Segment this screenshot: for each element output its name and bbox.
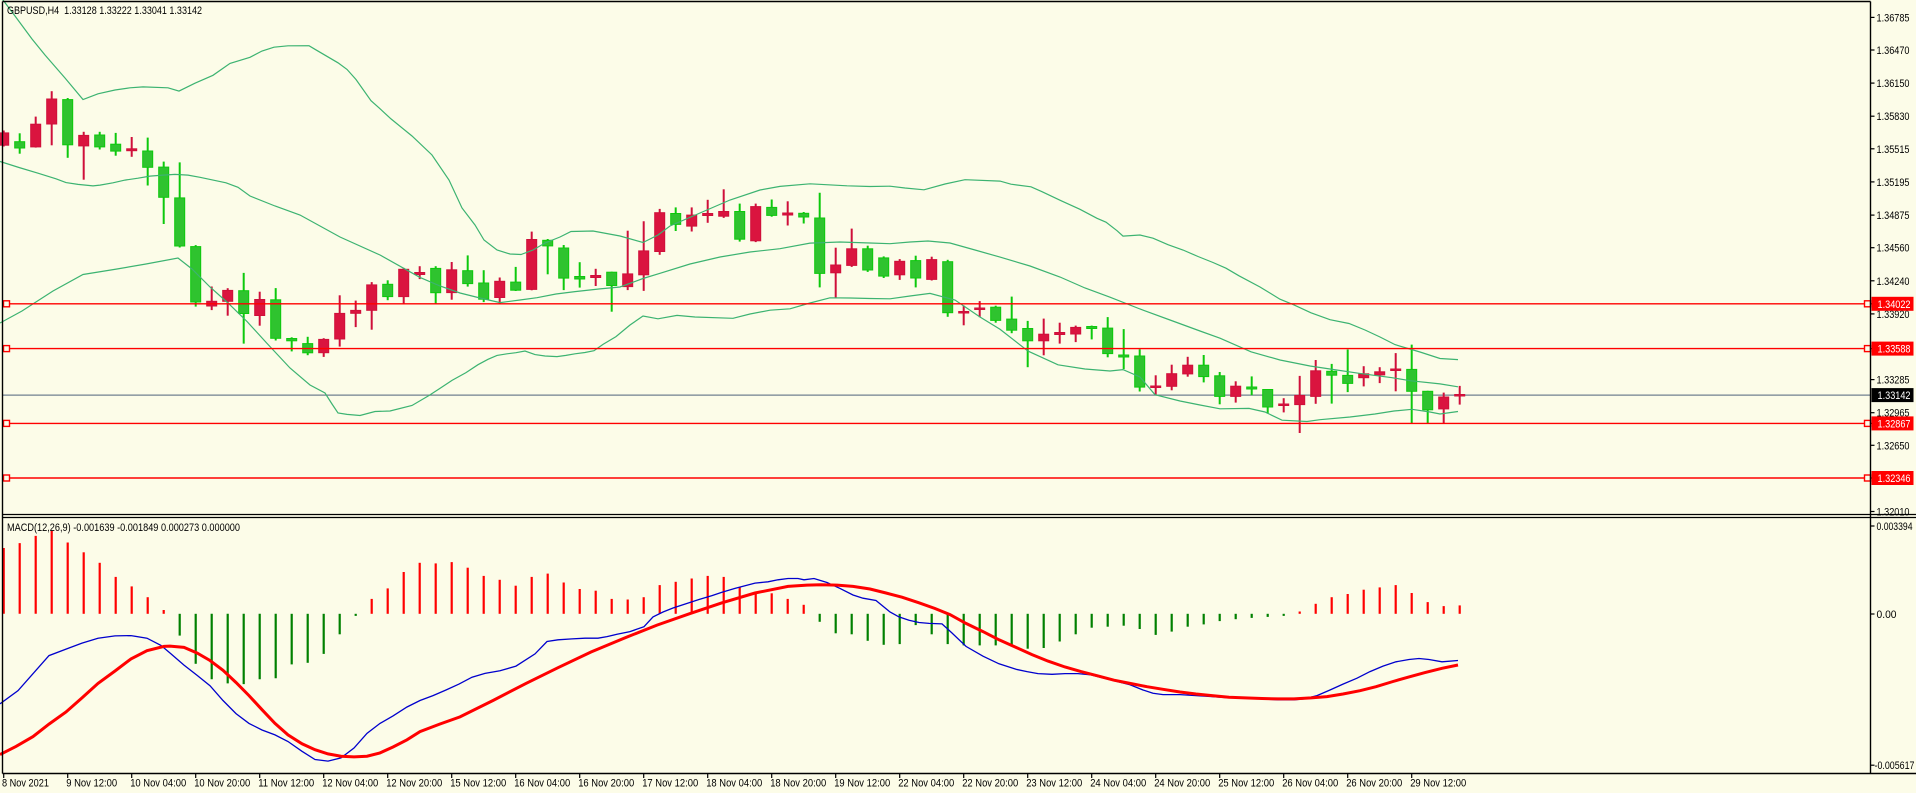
svg-text:24 Nov 20:00: 24 Nov 20:00 [1154, 778, 1210, 790]
svg-text:1.35195: 1.35195 [1877, 177, 1910, 189]
svg-text:1.34240: 1.34240 [1877, 276, 1910, 288]
svg-text:1.36150: 1.36150 [1877, 78, 1910, 90]
svg-text:9 Nov 12:00: 9 Nov 12:00 [66, 778, 117, 790]
svg-text:1.35515: 1.35515 [1877, 144, 1910, 156]
svg-text:24 Nov 04:00: 24 Nov 04:00 [1090, 778, 1146, 790]
svg-text:15 Nov 12:00: 15 Nov 12:00 [450, 778, 506, 790]
svg-text:18 Nov 20:00: 18 Nov 20:00 [770, 778, 826, 790]
svg-text:1.34022: 1.34022 [1878, 299, 1911, 311]
svg-text:1.34875: 1.34875 [1877, 210, 1910, 222]
svg-text:29 Nov 12:00: 29 Nov 12:00 [1410, 778, 1466, 790]
svg-text:23 Nov 12:00: 23 Nov 12:00 [1026, 778, 1082, 790]
svg-text:18 Nov 04:00: 18 Nov 04:00 [706, 778, 762, 790]
svg-text:GBPUSD,H4 1.33128 1.33222 1.3: GBPUSD,H4 1.33128 1.33222 1.33041 1.3314… [7, 5, 202, 17]
svg-text:1.32650: 1.32650 [1877, 440, 1910, 452]
svg-text:1.33285: 1.33285 [1877, 375, 1910, 387]
svg-text:1.33142: 1.33142 [1878, 390, 1911, 402]
svg-text:-0.005617: -0.005617 [1875, 760, 1915, 772]
svg-text:16 Nov 20:00: 16 Nov 20:00 [578, 778, 634, 790]
svg-text:1.36470: 1.36470 [1877, 45, 1910, 57]
svg-text:16 Nov 04:00: 16 Nov 04:00 [514, 778, 570, 790]
svg-text:1.33588: 1.33588 [1878, 344, 1911, 356]
svg-text:17 Nov 12:00: 17 Nov 12:00 [642, 778, 698, 790]
svg-text:10 Nov 20:00: 10 Nov 20:00 [194, 778, 250, 790]
svg-text:0.00: 0.00 [1877, 609, 1897, 621]
svg-text:26 Nov 04:00: 26 Nov 04:00 [1282, 778, 1338, 790]
svg-text:25 Nov 12:00: 25 Nov 12:00 [1218, 778, 1274, 790]
svg-text:1.34560: 1.34560 [1877, 243, 1910, 255]
svg-text:8 Nov 2021: 8 Nov 2021 [2, 778, 49, 790]
svg-text:1.32010: 1.32010 [1877, 507, 1910, 519]
svg-text:22 Nov 04:00: 22 Nov 04:00 [898, 778, 954, 790]
svg-text:12 Nov 20:00: 12 Nov 20:00 [386, 778, 442, 790]
svg-text:12 Nov 04:00: 12 Nov 04:00 [322, 778, 378, 790]
svg-text:26 Nov 20:00: 26 Nov 20:00 [1346, 778, 1402, 790]
svg-text:MACD(12,26,9) -0.001639 -0.001: MACD(12,26,9) -0.001639 -0.001849 0.0002… [7, 522, 240, 534]
svg-text:11 Nov 12:00: 11 Nov 12:00 [258, 778, 314, 790]
svg-text:1.32867: 1.32867 [1878, 418, 1911, 430]
svg-text:0.003394: 0.003394 [1877, 521, 1913, 533]
svg-text:1.32346: 1.32346 [1878, 473, 1911, 485]
svg-text:22 Nov 20:00: 22 Nov 20:00 [962, 778, 1018, 790]
svg-text:1.36785: 1.36785 [1877, 12, 1910, 24]
svg-text:10 Nov 04:00: 10 Nov 04:00 [130, 778, 186, 790]
svg-text:1.33920: 1.33920 [1877, 309, 1910, 321]
svg-text:1.35830: 1.35830 [1877, 111, 1910, 123]
svg-text:19 Nov 12:00: 19 Nov 12:00 [834, 778, 890, 790]
